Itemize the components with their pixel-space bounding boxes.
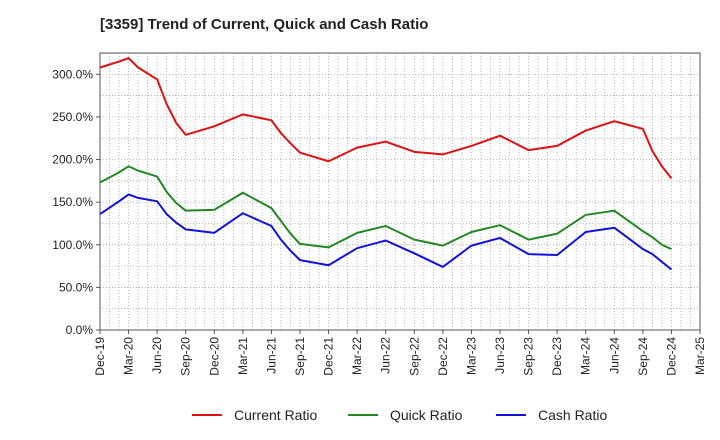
x-tick-label: Sep-24 xyxy=(636,337,650,376)
x-tick-label: Mar-25 xyxy=(693,337,707,375)
y-tick-label: 100.0% xyxy=(52,238,93,252)
chart-title: [3359] Trend of Current, Quick and Cash … xyxy=(100,16,428,33)
y-tick-label: 150.0% xyxy=(52,195,93,209)
x-tick-label: Dec-24 xyxy=(664,337,678,376)
legend-label-quick-ratio: Quick Ratio xyxy=(390,407,463,423)
y-tick-label: 50.0% xyxy=(59,280,93,294)
x-tick-label: Sep-21 xyxy=(293,337,307,376)
x-tick-label: Sep-22 xyxy=(407,337,421,376)
x-tick-label: Dec-22 xyxy=(436,337,450,376)
y-tick-label: 200.0% xyxy=(52,153,93,167)
legend-label-cash-ratio: Cash Ratio xyxy=(538,407,607,423)
x-tick-label: Dec-21 xyxy=(322,337,336,376)
x-tick-label: Mar-21 xyxy=(236,337,250,375)
grid xyxy=(99,52,701,331)
series-line-quick-ratio xyxy=(99,165,672,250)
plot-frame xyxy=(99,52,701,331)
x-tick-label: Dec-20 xyxy=(207,337,221,376)
axes: 0.0% 50.0% 100.0% 150.0% 200.0% 250.0% 300.0% D… xyxy=(52,52,707,376)
x-tick-label: Dec-23 xyxy=(550,337,564,376)
x-tick-label: Jun-22 xyxy=(379,337,393,374)
x-tick-label: Mar-20 xyxy=(122,337,136,375)
y-tick-label: 250.0% xyxy=(52,110,93,124)
legend-label-current-ratio: Current Ratio xyxy=(234,407,317,423)
y-tick-label: 300.0% xyxy=(52,67,93,81)
x-tick-label: Dec-19 xyxy=(93,337,107,376)
x-tick-label: Sep-23 xyxy=(522,337,536,376)
x-tick-label: Mar-22 xyxy=(350,337,364,375)
legend: Current Ratio Quick Ratio Cash Ratio xyxy=(192,407,607,423)
x-tick-label: Jun-23 xyxy=(493,337,507,374)
x-tick-label: Mar-23 xyxy=(464,337,478,375)
series-line-current-ratio xyxy=(99,57,673,179)
x-tick-label: Mar-24 xyxy=(579,337,593,375)
x-tick-label: Sep-20 xyxy=(179,337,193,376)
x-tick-label: Jun-21 xyxy=(264,337,278,374)
series-line-cash-ratio xyxy=(99,193,673,271)
series-group xyxy=(99,57,673,271)
x-tick-label: Jun-20 xyxy=(150,337,164,374)
x-tick-label: Jun-24 xyxy=(607,337,621,374)
y-tick-label: 0.0% xyxy=(66,323,94,337)
